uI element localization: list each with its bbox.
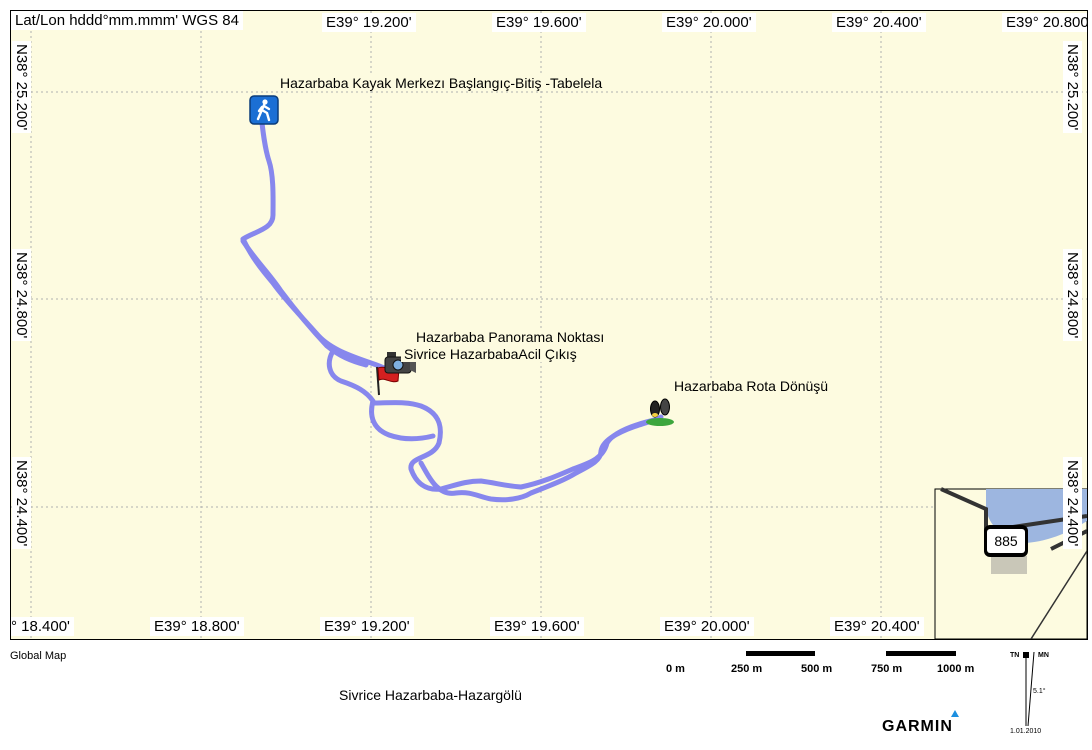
waypoint-label-turn: Hazarbaba Rota Dönüşü [671,378,832,394]
top-tick-label: E39° 19.600' [492,13,586,32]
declination-date: 1.01.2010 [1010,728,1042,735]
true-north-label: TN [1010,652,1020,659]
scale-label: 1000 m [937,663,975,675]
magnetic-north-label: MN [1038,652,1049,659]
grid-lines [11,11,1087,639]
bottom-tick-label: E39° 18.800' [150,617,244,636]
waypoint-label-panorama: Hazarbaba Panorama Noktası [413,329,608,345]
right-tick-label: N38° 25.200' [1063,41,1082,134]
right-tick-label: N38° 24.800' [1063,249,1082,342]
top-tick-label: E39° 20.800' [1002,13,1087,32]
top-tick-label: E39° 20.400' [832,13,926,32]
scale-label: 250 m [731,663,763,675]
map-title: Sivrice Hazarbaba-Hazargölü [339,687,522,703]
coord-format-label: Lat/Lon hddd°mm.mmm' WGS 84 [11,11,243,30]
left-tick-label: N38° 24.400' [12,457,31,550]
garmin-wordmark: GARMIN [882,718,953,735]
bottom-tick-label: E39° 19.200' [320,617,414,636]
bottom-tick-label: E39° 20.000' [660,617,754,636]
scale-label: 500 m [801,663,833,675]
scale-segment [746,651,815,656]
scale-label: 0 m [666,663,685,675]
declination-label: 5.1° [1033,688,1046,695]
hiker-icon[interactable] [249,95,279,125]
map-area[interactable]: Lat/Lon hddd°mm.mmm' WGS 84 E39° 19.200'… [10,10,1088,640]
gps-track [240,111,664,503]
bottom-tick-label: ° 18.400' [11,617,74,636]
scale-bar [746,651,976,659]
waypoint-label-exit: Sivrice HazarbabaAcil Çıkış [401,346,580,362]
scale-segment [886,651,956,656]
road-number-badge: 885 [984,525,1028,557]
left-tick-label: N38° 25.200' [12,41,31,134]
bottom-tick-label: E39° 19.600' [490,617,584,636]
waypoint-label-start: Hazarbaba Kayak Merkezı Başlangıç-Bitiş … [277,75,606,91]
left-tick-label: N38° 24.800' [12,249,31,342]
road-number-label: 885 [987,529,1025,553]
north-arrow: TN MN 5.1° 1.01.2010 [1008,648,1058,738]
garmin-logo: GARMIN [882,710,968,736]
garmin-triangle-icon [951,710,959,717]
footprints-icon[interactable] [643,397,677,427]
inset-minimap [934,487,1087,639]
bottom-tick-label: E39° 20.400' [830,617,924,636]
top-tick-label: E39° 20.000' [662,13,756,32]
map-source: Global Map [10,650,67,662]
right-tick-label: N38° 24.400' [1063,457,1082,550]
scale-label: 750 m [871,663,903,675]
map-canvas [11,11,1087,639]
top-tick-label: E39° 19.200' [322,13,416,32]
